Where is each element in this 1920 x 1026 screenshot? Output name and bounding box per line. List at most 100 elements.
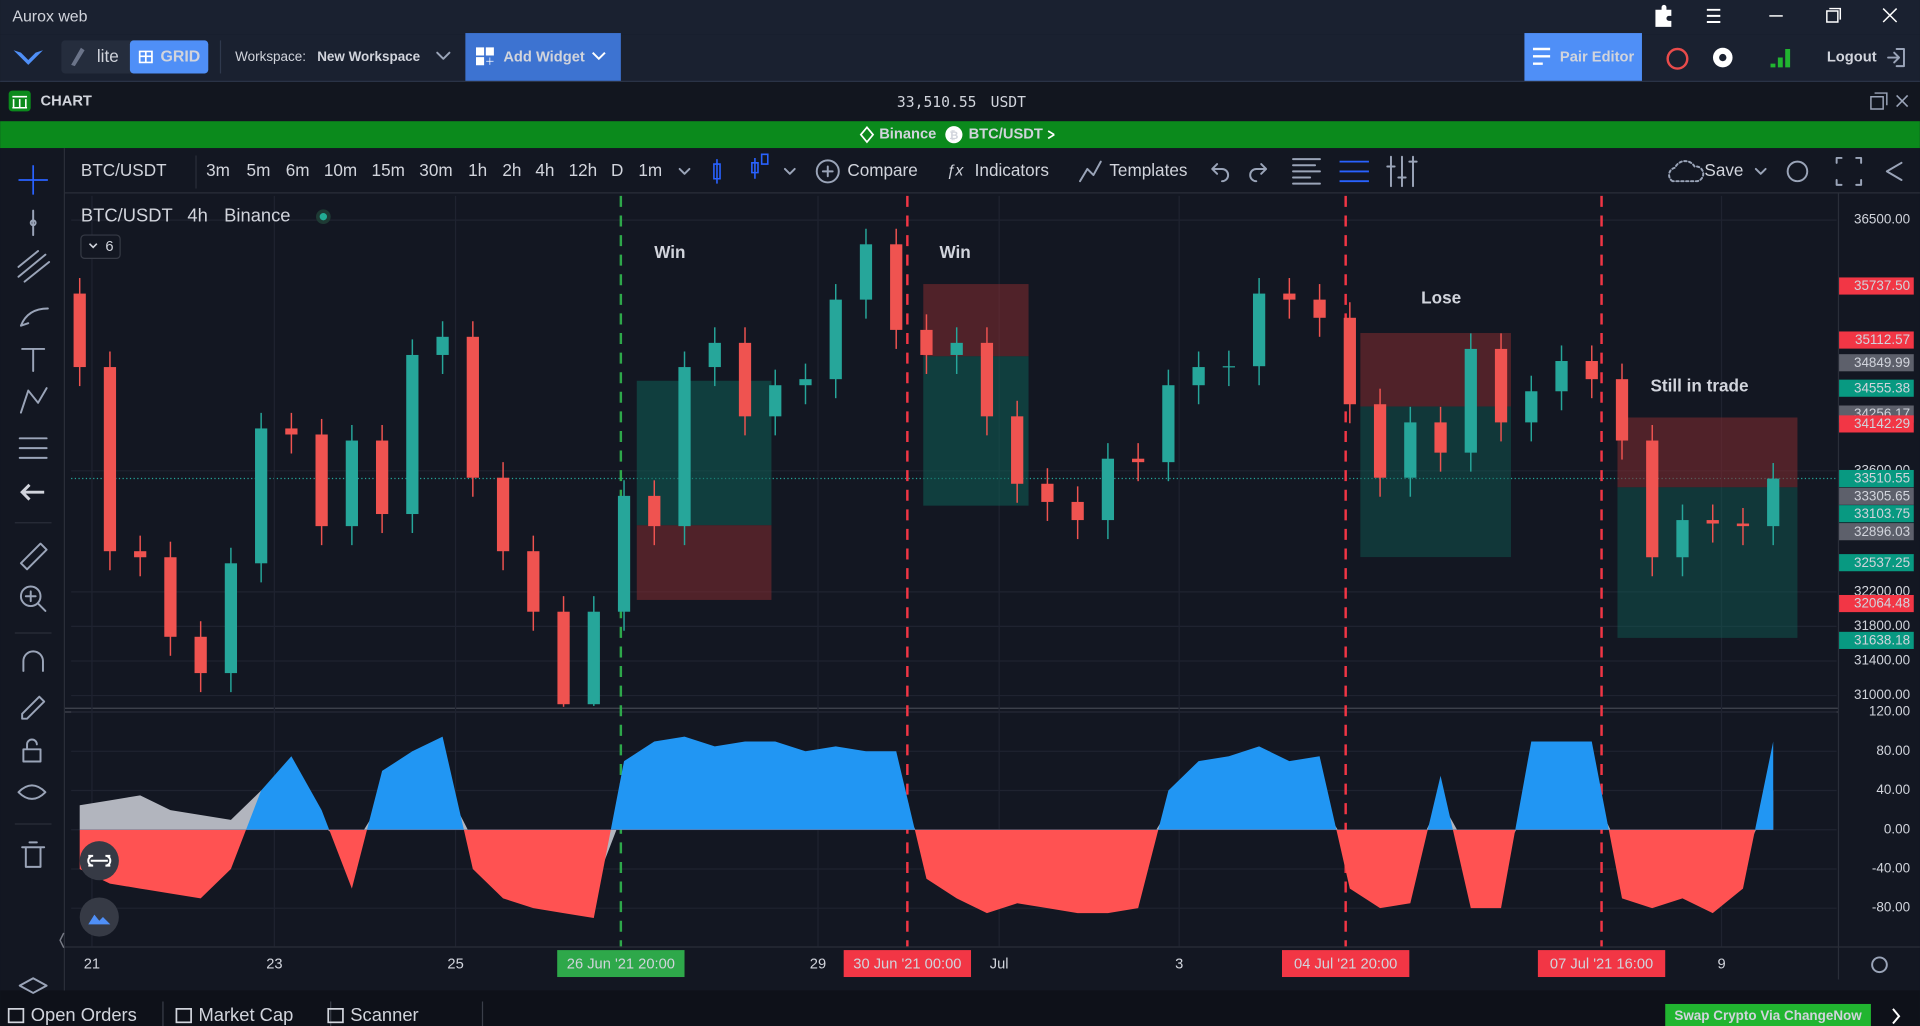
- chart-type-button[interactable]: [713, 153, 769, 184]
- interval-button[interactable]: 1m: [638, 160, 662, 180]
- lite-icon: [71, 47, 85, 67]
- candle-body: [315, 434, 328, 527]
- chart-type-dropdown[interactable]: [783, 167, 796, 175]
- logout-button[interactable]: Logout: [1827, 49, 1877, 65]
- restore-button[interactable]: [1826, 7, 1842, 23]
- price-tag: [1839, 331, 1914, 349]
- workspace-dropdown[interactable]: [436, 51, 451, 60]
- sliders-button[interactable]: [1386, 155, 1418, 188]
- x-label-highlight: [843, 950, 972, 978]
- interval-button[interactable]: 2h: [502, 160, 521, 180]
- bottom-tab[interactable]: Open Orders: [31, 1004, 137, 1025]
- layers-tool[interactable]: [18, 977, 48, 994]
- candle-body: [587, 611, 600, 705]
- grid-button-bg[interactable]: [129, 40, 209, 74]
- save-dropdown[interactable]: [1754, 167, 1767, 175]
- share-icon[interactable]: [1047, 127, 1055, 140]
- interval-button[interactable]: 15m: [372, 160, 405, 180]
- save-button[interactable]: Save: [1704, 160, 1743, 180]
- btc-icon: [945, 126, 963, 144]
- interval-dropdown[interactable]: [678, 167, 691, 175]
- interval-button[interactable]: 4h: [535, 160, 554, 180]
- share-button[interactable]: [1885, 161, 1903, 181]
- candle-body: [890, 244, 903, 330]
- undo-button[interactable]: [1211, 163, 1230, 183]
- alarm-icon[interactable]: [1666, 47, 1689, 70]
- lock-draw-tool[interactable]: [21, 695, 46, 720]
- candle-body: [557, 611, 570, 705]
- interval-button[interactable]: 12h: [569, 160, 598, 180]
- indicator-toggle-bg[interactable]: [80, 234, 121, 259]
- cloud-button[interactable]: [79, 897, 119, 937]
- candle-body: [345, 440, 358, 527]
- indicator-count[interactable]: 6: [105, 239, 113, 255]
- fib-tool[interactable]: [17, 250, 51, 283]
- y2-tick-label: 80.00: [1876, 743, 1910, 758]
- indicators-button[interactable]: Indicators: [975, 160, 1049, 180]
- price-tag: [1839, 505, 1914, 523]
- text-tool[interactable]: [21, 347, 46, 372]
- scroll-right[interactable]: [1892, 1008, 1901, 1025]
- brush-tool[interactable]: [19, 307, 49, 327]
- interval-button[interactable]: 30m: [419, 160, 452, 180]
- interval-button[interactable]: 3m: [206, 160, 230, 180]
- menu-icon[interactable]: [1706, 8, 1721, 24]
- fullscreen-button[interactable]: [1835, 156, 1863, 186]
- extensions-icon[interactable]: [1655, 4, 1672, 27]
- panel-title: CHART: [41, 93, 92, 109]
- layout-button[interactable]: [1292, 158, 1321, 185]
- compare-button[interactable]: Compare: [847, 160, 917, 180]
- delete-tool[interactable]: [21, 841, 46, 868]
- candle-body: [466, 336, 479, 478]
- candle-body: [1132, 458, 1145, 463]
- candle-body: [255, 428, 268, 564]
- lite-button[interactable]: lite: [97, 46, 119, 66]
- magnet-tool[interactable]: [22, 650, 44, 672]
- chart-settings-button[interactable]: [1786, 160, 1809, 183]
- bottom-tab[interactable]: Market Cap: [198, 1004, 293, 1025]
- interval-button[interactable]: D: [611, 160, 623, 180]
- lines-button[interactable]: [1339, 160, 1369, 183]
- bottom-tab[interactable]: Scanner: [350, 1004, 418, 1025]
- candle-body: [1071, 501, 1084, 521]
- add-widget-dropdown[interactable]: [592, 51, 606, 61]
- redo-button[interactable]: [1249, 163, 1268, 183]
- templates-button[interactable]: Templates: [1109, 160, 1187, 180]
- swap-button-bg[interactable]: [1665, 1003, 1871, 1026]
- legend-exchange: Binance: [224, 205, 290, 226]
- y-tick-label: 32200.00: [1854, 583, 1910, 598]
- lock-tool[interactable]: [22, 738, 42, 763]
- signal-icon: [1770, 48, 1791, 68]
- symbol-search[interactable]: BTC/USDT: [81, 160, 167, 180]
- interval-button[interactable]: 6m: [286, 160, 310, 180]
- add-widget-button[interactable]: Add Widget: [503, 49, 585, 65]
- collapse-toolbar[interactable]: [59, 932, 65, 948]
- logout-icon[interactable]: [1887, 47, 1905, 68]
- add-widget-button-bg[interactable]: [465, 33, 621, 81]
- take-profit-zone: [923, 356, 1029, 506]
- trend-tool[interactable]: [29, 209, 37, 237]
- interval-button[interactable]: 1h: [468, 160, 487, 180]
- panel-close-button[interactable]: [1896, 94, 1909, 108]
- popout-button[interactable]: [1870, 92, 1888, 110]
- logo[interactable]: [13, 50, 43, 65]
- pair-editor-button[interactable]: Pair Editor: [1560, 49, 1635, 65]
- swap-button[interactable]: Swap Crypto Via ChangeNow: [1674, 1008, 1862, 1023]
- axis-settings-button[interactable]: [1871, 956, 1888, 974]
- candle-body: [708, 342, 721, 368]
- pattern-tool[interactable]: [19, 387, 48, 414]
- interval-button[interactable]: 5m: [247, 160, 271, 180]
- legend-symbol: BTC/USDT: [81, 205, 173, 226]
- visibility-tool[interactable]: [17, 784, 47, 800]
- ruler-tool[interactable]: [19, 542, 48, 571]
- x-label-highlight: [1537, 950, 1666, 978]
- workspace-name[interactable]: New Workspace: [317, 49, 420, 64]
- stop-loss-zone: [1617, 417, 1798, 488]
- crosshair-tool[interactable]: [18, 165, 48, 195]
- back-tool[interactable]: [20, 483, 45, 501]
- zoom-tool[interactable]: [19, 585, 42, 608]
- prediction-tool[interactable]: [18, 437, 48, 459]
- grid-button[interactable]: GRID: [161, 49, 201, 66]
- close-button[interactable]: [1882, 8, 1898, 23]
- interval-button[interactable]: 10m: [324, 160, 357, 180]
